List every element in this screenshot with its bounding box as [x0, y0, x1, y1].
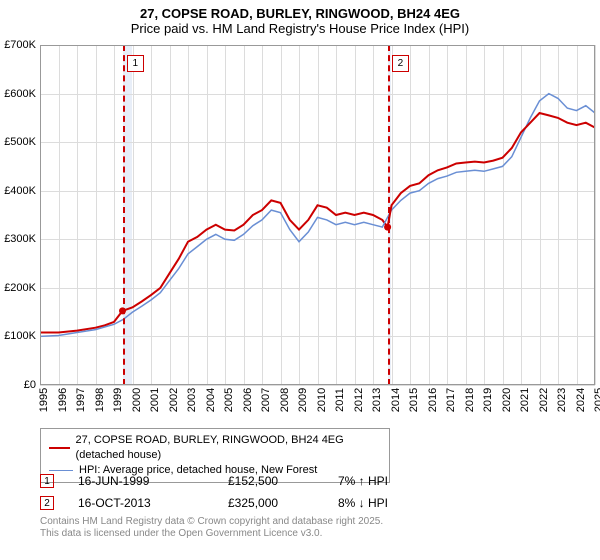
- title-line1: 27, COPSE ROAD, BURLEY, RINGWOOD, BH24 4…: [0, 6, 600, 21]
- y-tick-label: £400K: [0, 185, 36, 197]
- chart-title: 27, COPSE ROAD, BURLEY, RINGWOOD, BH24 4…: [0, 0, 600, 38]
- legend-swatch: [49, 447, 70, 449]
- gridline-h: [40, 385, 595, 386]
- sale-row: 2 16-OCT-2013£325,0008% ↓ HPI: [40, 492, 595, 514]
- y-tick-label: £600K: [0, 88, 36, 100]
- x-tick-label: 2008: [279, 388, 291, 412]
- x-tick-label: 2018: [464, 388, 476, 412]
- x-tick-label: 2010: [316, 388, 328, 412]
- x-tick-label: 2000: [131, 388, 143, 412]
- sale-date: 16-OCT-2013: [78, 496, 228, 510]
- x-tick-label: 2014: [390, 388, 402, 412]
- sale-marker-badge: 1: [127, 55, 145, 72]
- x-tick-label: 2005: [223, 388, 235, 412]
- sale-row: 1 16-JUN-1999£152,5007% ↑ HPI: [40, 470, 595, 492]
- sale-marker-badge: 2: [392, 55, 410, 72]
- x-tick-label: 2016: [427, 388, 439, 412]
- plot-area: 12: [40, 45, 595, 385]
- y-tick-label: £700K: [0, 39, 36, 51]
- x-tick-label: 1998: [94, 388, 106, 412]
- x-tick-label: 2017: [445, 388, 457, 412]
- x-tick-label: 2020: [501, 388, 513, 412]
- x-tick-label: 2007: [260, 388, 272, 412]
- x-tick-label: 2012: [353, 388, 365, 412]
- sale-marker-line: [123, 45, 125, 385]
- x-tick-label: 2022: [538, 388, 550, 412]
- sale-delta: 8% ↓ HPI: [338, 496, 448, 510]
- y-tick-label: £300K: [0, 233, 36, 245]
- gridline-v: [595, 45, 596, 385]
- sale-price: £325,000: [228, 496, 338, 510]
- series-price_paid: [40, 200, 388, 332]
- x-tick-label: 2025: [593, 388, 600, 412]
- sale-badge: 2: [40, 496, 54, 510]
- x-tick-label: 2021: [519, 388, 531, 412]
- y-tick-label: £100K: [0, 330, 36, 342]
- sale-price: £152,500: [228, 474, 338, 488]
- footer-line1: Contains HM Land Registry data © Crown c…: [40, 516, 383, 528]
- x-tick-label: 2003: [186, 388, 198, 412]
- x-tick-label: 2006: [242, 388, 254, 412]
- x-tick-label: 2024: [575, 388, 587, 412]
- x-tick-label: 1999: [112, 388, 124, 412]
- x-tick-label: 2015: [408, 388, 420, 412]
- chart-area: 12 £0£100K£200K£300K£400K£500K£600K£700K…: [0, 40, 600, 420]
- x-tick-label: 1996: [57, 388, 69, 412]
- sale-marker-line: [388, 45, 390, 385]
- x-tick-label: 2023: [556, 388, 568, 412]
- x-tick-label: 1995: [38, 388, 50, 412]
- x-tick-label: 2002: [168, 388, 180, 412]
- x-tick-label: 2001: [149, 388, 161, 412]
- y-tick-label: £200K: [0, 282, 36, 294]
- footer-attribution: Contains HM Land Registry data © Crown c…: [40, 516, 383, 540]
- sales-table: 1 16-JUN-1999£152,5007% ↑ HPI 2 16-OCT-2013…: [40, 470, 595, 514]
- sale-delta: 7% ↑ HPI: [338, 474, 448, 488]
- footer-line2: This data is licensed under the Open Gov…: [40, 528, 383, 540]
- sale-date: 16-JUN-1999: [78, 474, 228, 488]
- y-tick-label: £500K: [0, 136, 36, 148]
- y-tick-label: £0: [0, 379, 36, 391]
- title-line2: Price paid vs. HM Land Registry's House …: [0, 21, 600, 36]
- x-tick-label: 2013: [371, 388, 383, 412]
- sale-badge: 1: [40, 474, 54, 488]
- x-tick-label: 2004: [205, 388, 217, 412]
- x-tick-label: 2011: [334, 388, 346, 412]
- x-tick-label: 1997: [75, 388, 87, 412]
- legend-row: 27, COPSE ROAD, BURLEY, RINGWOOD, BH24 4…: [49, 433, 381, 463]
- x-tick-label: 2019: [482, 388, 494, 412]
- legend-label: 27, COPSE ROAD, BURLEY, RINGWOOD, BH24 4…: [76, 433, 381, 463]
- x-tick-label: 2009: [297, 388, 309, 412]
